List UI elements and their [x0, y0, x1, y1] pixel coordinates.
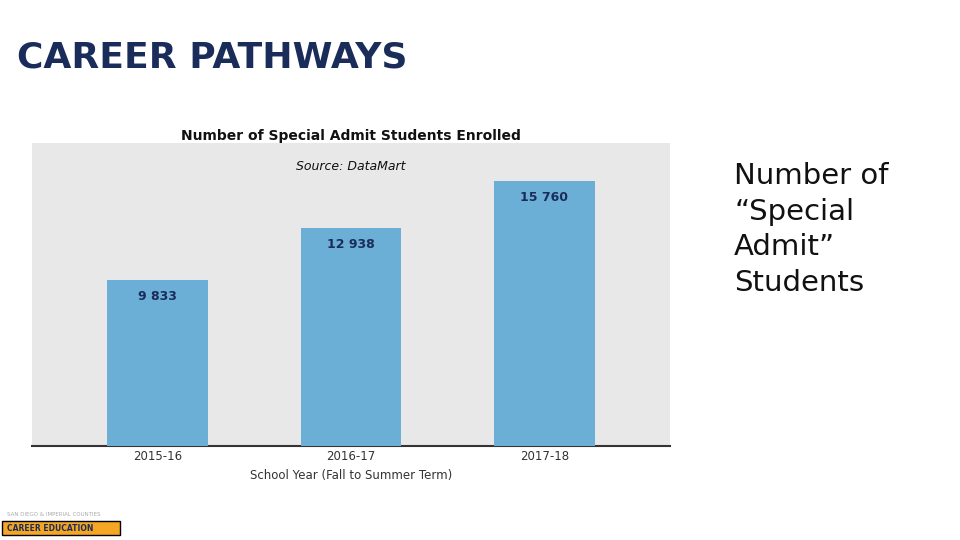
Bar — [108, 280, 207, 446]
Text: Number of Special Admit Students Enrolled: Number of Special Admit Students Enrolle… — [180, 130, 521, 143]
Text: 17: 17 — [913, 506, 936, 524]
Text: Number of
“Special
Admit”
Students: Number of “Special Admit” Students — [734, 162, 889, 297]
Text: CAREER EDUCATION: CAREER EDUCATION — [8, 523, 94, 532]
Text: COMMUNITY COLLEGES: COMMUNITY COLLEGES — [8, 498, 108, 507]
Text: 9 833: 9 833 — [138, 291, 177, 303]
FancyBboxPatch shape — [2, 521, 120, 535]
Text: CAREER PATHWAYS: CAREER PATHWAYS — [17, 41, 408, 75]
X-axis label: School Year (Fall to Summer Term): School Year (Fall to Summer Term) — [250, 469, 452, 482]
Text: 15 760: 15 760 — [520, 191, 568, 204]
Bar — [494, 181, 594, 446]
Text: Source: DataMart: Source: DataMart — [296, 160, 406, 173]
Text: SAN DIEGO & IMPERIAL COUNTIES: SAN DIEGO & IMPERIAL COUNTIES — [8, 512, 101, 517]
Bar — [300, 228, 401, 446]
Text: 12 938: 12 938 — [327, 238, 374, 251]
